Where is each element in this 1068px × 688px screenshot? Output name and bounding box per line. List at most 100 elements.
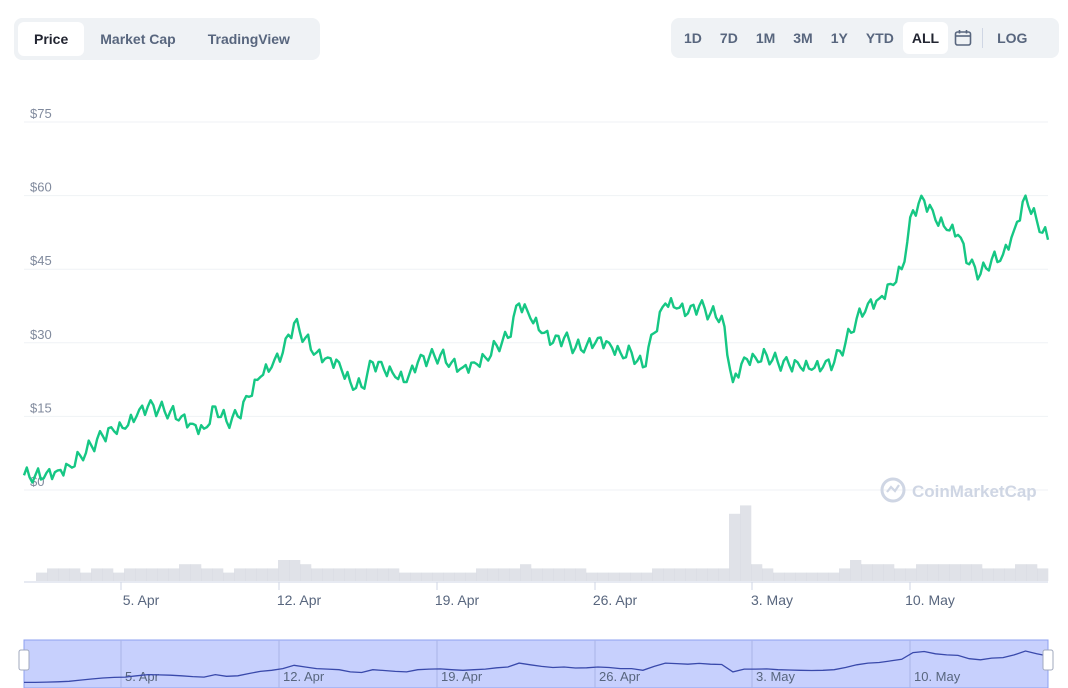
volume-bar [586,572,598,581]
volume-bar [608,572,620,581]
volume-bar [256,568,268,581]
volume-bars [36,505,1049,581]
volume-bar [916,564,928,581]
volume-bar [311,568,323,581]
tab-tradingview[interactable]: TradingView [207,31,290,47]
volume-bar [157,568,169,581]
volume-bar [542,568,554,581]
tab-market-cap[interactable]: Market Cap [100,31,176,47]
volume-bar [388,568,400,581]
volume-bar [784,572,796,581]
volume-bar [333,568,345,581]
time-range-selector: 1D 7D 1M 3M 1Y YTD ALL LOG [671,18,1059,58]
volume-bar [872,564,884,581]
volume-bar [707,568,719,581]
volume-bar [223,572,235,581]
volume-bar [773,572,785,581]
volume-bar [355,568,367,581]
volume-bar [179,564,191,581]
range-7d-button[interactable]: 7D [719,30,738,46]
volume-bar [696,568,708,581]
volume-bar [960,564,972,581]
volume-bar [663,568,675,581]
y-axis-ticks: $0$15$30$45$60$75 [30,106,52,489]
volume-bar [366,568,378,581]
volume-bar [344,568,356,581]
volume-bar [982,568,994,581]
volume-bar [839,568,851,581]
y-tick-label: $75 [30,106,52,121]
watermark-text: CoinMarketCap [912,482,1037,501]
volume-bar [498,568,510,581]
volume-bar [102,568,114,581]
volume-bar [113,572,125,581]
volume-bar [630,572,642,581]
x-axis-ticks: 5. Apr 12. Apr 19. Apr 26. Apr 3. May 10. May [120,582,955,608]
volume-bar [234,568,246,581]
navigator-tick-label: 19. Apr [441,669,483,684]
x-tick-label: 26. Apr [593,592,638,608]
volume-bar [36,572,48,581]
volume-bar [245,568,257,581]
volume-bar [1004,568,1016,581]
range-1d-button[interactable]: 1D [684,30,702,46]
volume-bar [817,572,829,581]
volume-bar [190,564,202,581]
volume-bar [938,564,950,581]
volume-bar [971,564,983,581]
volume-bar [212,568,224,581]
volume-bar [201,568,213,581]
navigator-selection[interactable] [23,639,1049,688]
navigator[interactable]: 5. Apr 12. Apr 19. Apr 26. Apr 3. May 10. May [18,639,1054,688]
volume-bar [762,568,774,581]
volume-bar [47,568,59,581]
volume-bar [289,560,301,581]
volume-bar [465,572,477,581]
volume-bar [795,572,807,581]
navigator-left-handle[interactable] [18,649,30,671]
range-ytd-button[interactable]: YTD [865,30,894,46]
log-scale-button[interactable]: LOG [997,30,1028,46]
volume-bar [58,568,70,581]
volume-bar [443,572,455,581]
navigator-right-handle[interactable] [1042,649,1054,671]
tab-price[interactable]: Price [18,22,85,56]
volume-bar [894,568,906,581]
y-tick-label: $15 [30,400,52,415]
volume-bar [146,568,158,581]
grid-lines [24,121,1048,491]
x-tick-label: 5. Apr [123,592,160,608]
volume-bar [828,572,840,581]
volume-bar [993,568,1005,581]
range-3m-button[interactable]: 3M [793,30,813,46]
volume-bar [267,568,279,581]
y-tick-label: $30 [30,327,52,342]
volume-bar [135,568,147,581]
price-line [22,194,1050,484]
navigator-tick-label: 3. May [756,669,796,684]
volume-bar [509,568,521,581]
volume-bar [861,564,873,581]
volume-bar [322,568,334,581]
range-1m-button[interactable]: 1M [755,30,776,46]
calendar-icon[interactable] [948,22,978,54]
volume-bar [740,505,752,581]
y-tick-label: $60 [30,180,52,195]
chart-type-tabs: Price Market Cap TradingView [14,18,320,60]
volume-bar [652,568,664,581]
navigator-tick-label: 10. May [914,669,961,684]
volume-bar [278,560,290,581]
navigator-line [24,650,1049,684]
volume-bar [806,572,818,581]
x-tick-label: 3. May [751,592,793,608]
x-tick-label: 12. Apr [277,592,322,608]
navigator-tick-label: 5. Apr [125,669,160,684]
volume-bar [421,572,433,581]
range-all-button[interactable]: ALL [902,22,949,54]
navigator-tick-label: 26. Apr [599,669,641,684]
volume-bar [531,568,543,581]
range-1y-button[interactable]: 1Y [830,30,848,46]
x-tick-label: 10. May [905,592,955,608]
volume-bar [69,568,81,581]
volume-bar [685,568,697,581]
